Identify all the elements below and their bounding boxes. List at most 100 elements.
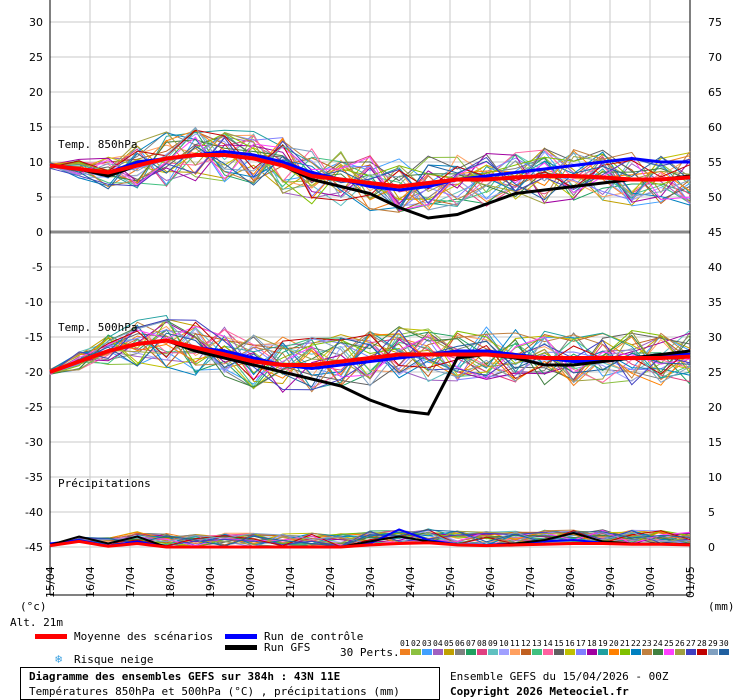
pert-swatch	[697, 649, 707, 655]
left-tick-label: -10	[25, 296, 43, 309]
pert-swatch	[477, 649, 487, 655]
left-tick-label: 10	[29, 156, 43, 169]
run-info: Ensemble GEFS du 15/04/2026 - 00Z	[450, 670, 669, 683]
pert-swatch	[675, 649, 685, 655]
pert-number: 08	[477, 639, 487, 648]
pert-swatch	[587, 649, 597, 655]
x-tick-label: 28/04	[564, 566, 577, 598]
left-tick-label: 0	[36, 226, 43, 239]
x-tick-label: 27/04	[524, 566, 537, 598]
pert-number: 04	[433, 639, 443, 648]
pert-number: 05	[444, 639, 454, 648]
right-tick-label: 30	[708, 331, 722, 344]
x-tick-label: 30/04	[644, 566, 657, 598]
left-tick-label: -40	[25, 506, 43, 519]
footer-box: Diagramme des ensembles GEFS sur 384h : …	[20, 667, 440, 700]
x-tick-label: 23/04	[364, 566, 377, 598]
pert-number: 16	[565, 639, 575, 648]
pert-number: 02	[411, 639, 421, 648]
pert-swatch	[411, 649, 421, 655]
t850-series-line	[49, 153, 691, 189]
pert-number: 30	[719, 639, 729, 648]
right-tick-label: 10	[708, 471, 722, 484]
x-tick-label: 26/04	[484, 566, 497, 598]
pert-swatch	[510, 649, 520, 655]
pert-swatch	[466, 649, 476, 655]
perts-label: 30 Perts.	[340, 646, 400, 659]
member-t850-line	[49, 136, 691, 211]
copyright: Copyright 2026 Meteociel.fr	[450, 685, 629, 698]
pert-number: 28	[697, 639, 707, 648]
left-tick-label: -25	[25, 401, 43, 414]
pert-swatch	[664, 649, 674, 655]
main-series	[49, 149, 691, 549]
pert-number: 15	[554, 639, 564, 648]
pert-swatch	[455, 649, 465, 655]
t850-panel-label: Temp. 850hPa	[58, 138, 137, 151]
x-tick-label: 17/04	[124, 566, 137, 598]
precip-series-line	[49, 539, 691, 549]
left-tick-label: -45	[25, 541, 43, 554]
pert-swatch	[598, 649, 608, 655]
x-tick-label: 18/04	[164, 566, 177, 598]
pert-number: 01	[400, 639, 410, 648]
right-tick-label: 5	[708, 506, 715, 519]
pert-number: 11	[510, 639, 520, 648]
member-t850-line	[49, 131, 691, 205]
left-tick-label: -35	[25, 471, 43, 484]
pert-swatch	[532, 649, 542, 655]
left-tick-label: 30	[29, 16, 43, 29]
right-tick-label: 60	[708, 121, 722, 134]
gfs-legend-label: Run GFS	[264, 641, 311, 654]
x-tick-label: 16/04	[84, 566, 97, 598]
precip-series-line	[49, 531, 691, 548]
pert-swatch	[422, 649, 432, 655]
pert-swatch	[620, 649, 630, 655]
member-t500-line	[49, 326, 691, 382]
member-t500-line	[49, 321, 691, 393]
x-tick-label: 25/04	[444, 566, 457, 598]
pert-number: 13	[532, 639, 542, 648]
pert-swatch	[719, 649, 729, 655]
pert-number: 25	[664, 639, 674, 648]
t500-series-line	[49, 338, 691, 374]
x-tick-label: 15/04	[44, 566, 57, 598]
pert-number: 09	[488, 639, 498, 648]
precip-panel-label: Précipitations	[58, 477, 151, 490]
right-tick-label: 50	[708, 191, 722, 204]
pert-number: 14	[543, 639, 553, 648]
pert-number: 17	[576, 639, 586, 648]
pert-number: 20	[609, 639, 619, 648]
x-tick-label: 19/04	[204, 566, 217, 598]
member-t500-line	[49, 318, 691, 375]
left-tick-label: 15	[29, 121, 43, 134]
pert-number: 03	[422, 639, 432, 648]
member-t500-line	[49, 320, 691, 387]
pert-number: 07	[466, 639, 476, 648]
pert-number: 22	[631, 639, 641, 648]
pert-swatch	[708, 649, 718, 655]
member-t500-line	[49, 337, 691, 388]
member-t850-line	[49, 132, 691, 212]
pert-number: 18	[587, 639, 597, 648]
pert-swatch	[565, 649, 575, 655]
member-t850-line	[49, 139, 691, 213]
footer-subtitle: Températures 850hPa et 500hPa (°C) , pré…	[29, 685, 400, 698]
gfs-swatch	[225, 645, 257, 650]
pert-swatch	[686, 649, 696, 655]
pert-number: 12	[521, 639, 531, 648]
right-tick-label: 75	[708, 16, 722, 29]
right-tick-label: 45	[708, 226, 722, 239]
left-tick-label: -15	[25, 331, 43, 344]
pert-swatch	[642, 649, 652, 655]
left-tick-label: -5	[32, 261, 43, 274]
left-tick-label: 25	[29, 51, 43, 64]
member-precip-line	[49, 529, 691, 548]
pert-number: 24	[653, 639, 663, 648]
snowflake-icon: ❄	[55, 652, 63, 666]
right-tick-label: 35	[708, 296, 722, 309]
member-precip-line	[49, 529, 691, 548]
mean-legend-label: Moyenne des scénarios	[74, 630, 214, 643]
control-swatch	[225, 634, 257, 639]
